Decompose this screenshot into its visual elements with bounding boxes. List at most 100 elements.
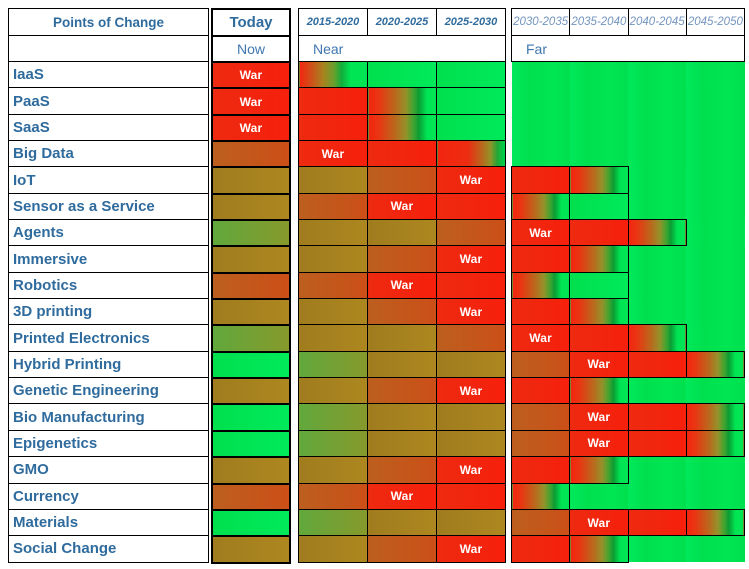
row-label-epigenetics: Epigenetics xyxy=(8,429,209,458)
row-label-iaas: IaaS xyxy=(8,60,209,89)
cell-immersive-2025-2030: War xyxy=(436,245,506,273)
today-cell-social-change xyxy=(211,535,291,564)
cell-3d-printing-2035-2040 xyxy=(569,298,629,326)
today-cell-epigenetics xyxy=(211,429,291,459)
row-label-saas: SaaS xyxy=(8,113,209,142)
cell-currency-2020-2025: War xyxy=(367,482,437,510)
cell-iaas-2025-2030 xyxy=(436,60,506,89)
row-label-immersive: Immersive xyxy=(8,245,209,273)
cell-iot-2035-2040 xyxy=(569,166,629,194)
cell-saas-2030-2035 xyxy=(511,114,570,141)
row-label-3d-printing: 3D printing xyxy=(8,298,209,326)
today-cell-gmo xyxy=(211,456,291,485)
cell-printed-electronics-2025-2030 xyxy=(436,324,506,352)
cell-printed-electronics-2040-2045 xyxy=(627,324,687,352)
today-cell-currency xyxy=(211,482,291,511)
row-label-paas: PaaS xyxy=(8,87,209,115)
cell-gmo-2025-2030: War xyxy=(436,456,506,484)
today-cell-immersive xyxy=(211,245,291,274)
cell-saas-2015-2020 xyxy=(298,113,368,142)
war-marker: War xyxy=(321,146,345,161)
cell-sensor-as-a-service-2015-2020 xyxy=(298,192,368,221)
war-marker: War xyxy=(587,410,611,425)
cell-social-change-2015-2020 xyxy=(298,535,368,563)
cell-sensor-as-a-service-2045-2050 xyxy=(686,193,745,220)
cell-bio-manufacturing-2015-2020 xyxy=(298,403,368,431)
near-subheader: Near xyxy=(298,35,506,62)
cell-gmo-2020-2025 xyxy=(367,456,437,484)
today-cell-sensor-as-a-service xyxy=(211,192,291,222)
cell-materials-2040-2045 xyxy=(627,508,687,537)
today-cell-bio-manufacturing xyxy=(211,403,291,432)
cell-sensor-as-a-service-2030-2035 xyxy=(510,192,571,221)
far-period-header-2045-2050: 2045-2050 xyxy=(685,8,746,36)
today-cell-printed-electronics xyxy=(211,324,291,353)
cell-hybrid-printing-2015-2020 xyxy=(298,350,368,379)
war-marker: War xyxy=(390,489,414,504)
cell-robotics-2015-2020 xyxy=(298,271,368,300)
row-label-robotics: Robotics xyxy=(8,271,209,300)
cell-epigenetics-2015-2020 xyxy=(298,429,368,458)
cell-immersive-2040-2045 xyxy=(628,245,687,273)
cell-agents-2035-2040 xyxy=(569,219,629,247)
cell-sensor-as-a-service-2040-2045 xyxy=(628,193,687,220)
cell-iaas-2045-2050 xyxy=(686,61,745,88)
row-label-big-data: Big Data xyxy=(8,140,209,168)
today-cell-hybrid-printing xyxy=(211,350,291,380)
cell-iaas-2035-2040 xyxy=(569,61,628,88)
cell-big-data-2045-2050 xyxy=(686,140,745,167)
cell-epigenetics-2025-2030 xyxy=(436,429,506,458)
cell-3d-printing-2020-2025 xyxy=(367,298,437,326)
cell-genetic-engineering-2035-2040 xyxy=(569,377,629,405)
cell-saas-2035-2040 xyxy=(569,114,628,141)
far-period-header-2040-2045: 2040-2045 xyxy=(627,8,687,36)
row-label-agents: Agents xyxy=(8,219,209,247)
cell-agents-2020-2025 xyxy=(367,219,437,247)
cell-epigenetics-2035-2040: War xyxy=(569,429,629,458)
war-marker: War xyxy=(390,199,414,214)
cell-robotics-2025-2030 xyxy=(436,271,506,300)
cell-iaas-2040-2045 xyxy=(628,61,687,88)
cell-hybrid-printing-2030-2035 xyxy=(510,350,571,379)
row-label-sensor-as-a-service: Sensor as a Service xyxy=(8,192,209,221)
cell-robotics-2030-2035 xyxy=(510,271,571,300)
cell-hybrid-printing-2025-2030 xyxy=(436,350,506,379)
cell-materials-2035-2040: War xyxy=(569,508,629,537)
cell-big-data-2015-2020: War xyxy=(298,140,368,168)
cell-epigenetics-2040-2045 xyxy=(627,429,687,458)
war-marker: War xyxy=(239,68,263,83)
cell-bio-manufacturing-2030-2035 xyxy=(510,403,571,431)
far-term-table: 2030-2035 2035-2040 2040-2045 2045-2050 Far… xyxy=(510,8,746,563)
cell-robotics-2020-2025: War xyxy=(367,271,437,300)
today-header: Today xyxy=(211,8,291,37)
cell-iaas-2030-2035 xyxy=(511,61,570,88)
cell-currency-2030-2035 xyxy=(510,482,571,510)
war-marker: War xyxy=(587,436,611,451)
cell-materials-2030-2035 xyxy=(510,508,571,537)
cell-3d-printing-2045-2050 xyxy=(686,298,745,325)
today-cell-big-data xyxy=(211,140,291,169)
cell-genetic-engineering-2015-2020 xyxy=(298,377,368,405)
cell-paas-2030-2035 xyxy=(511,87,570,115)
cell-hybrid-printing-2035-2040: War xyxy=(569,350,629,379)
cell-hybrid-printing-2045-2050 xyxy=(685,350,746,379)
near-period-header-2020-2025: 2020-2025 xyxy=(367,8,437,36)
cell-iot-2040-2045 xyxy=(628,166,687,194)
column-gap xyxy=(291,8,298,18)
cell-agents-2015-2020 xyxy=(298,219,368,247)
cell-agents-2025-2030 xyxy=(436,219,506,247)
cell-immersive-2015-2020 xyxy=(298,245,368,273)
cell-sensor-as-a-service-2020-2025: War xyxy=(367,192,437,221)
war-marker: War xyxy=(459,304,483,319)
cell-currency-2045-2050 xyxy=(686,483,745,510)
cell-sensor-as-a-service-2025-2030 xyxy=(436,192,506,221)
cell-immersive-2035-2040 xyxy=(569,245,629,273)
cell-sensor-as-a-service-2035-2040 xyxy=(569,192,629,221)
war-marker: War xyxy=(390,278,414,293)
cell-social-change-2040-2045 xyxy=(628,535,687,563)
cell-paas-2040-2045 xyxy=(628,87,687,115)
cell-saas-2045-2050 xyxy=(686,114,745,141)
cell-iot-2045-2050 xyxy=(686,166,745,194)
war-marker: War xyxy=(587,357,611,372)
near-period-header-2025-2030: 2025-2030 xyxy=(436,8,506,36)
